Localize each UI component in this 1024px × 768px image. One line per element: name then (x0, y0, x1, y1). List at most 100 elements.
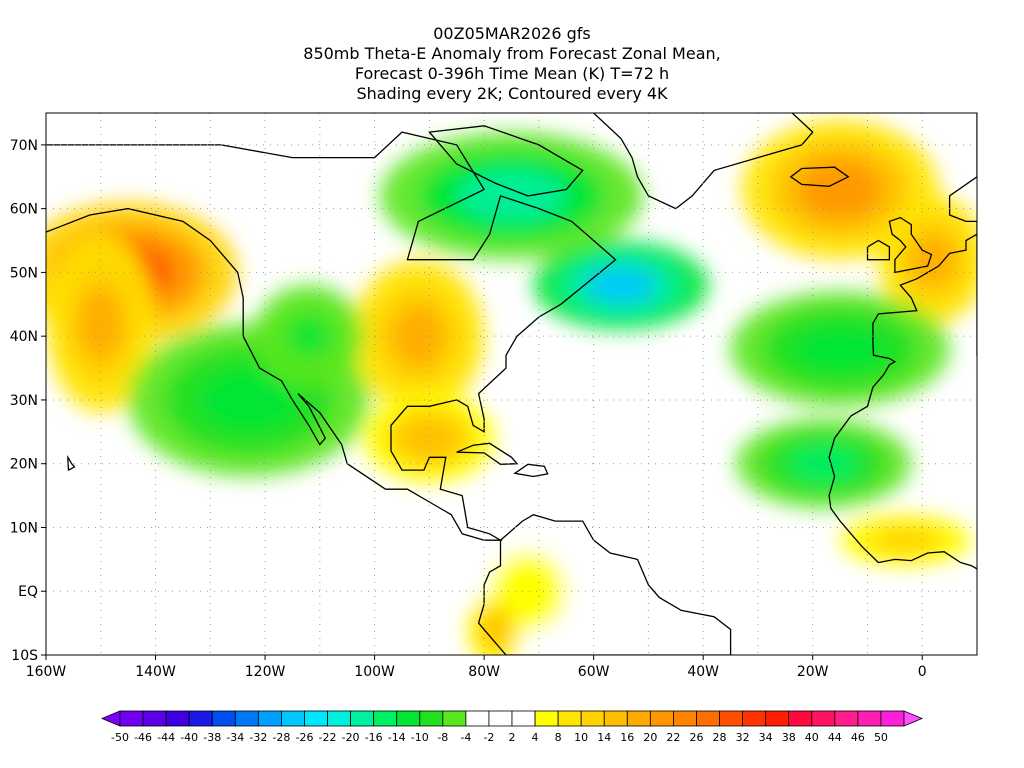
anomaly-shade (285, 314, 332, 358)
title-date-model: 00Z05MAR2026 gfs (433, 24, 591, 43)
colorbar-swatch (142, 710, 167, 727)
hispaniola-coast (513, 463, 549, 478)
title-block: 00Z05MAR2026 gfs 850mb Theta-E Anomaly f… (0, 24, 1024, 104)
anomaly-shade (401, 419, 457, 457)
colorbar-label: 46 (851, 731, 865, 744)
colorbar-label: -22 (319, 731, 337, 744)
latitude-label: 40N (10, 329, 38, 345)
north-america-coast (46, 131, 617, 541)
iceland-coast (789, 166, 850, 187)
colorbar-swatch (350, 710, 375, 727)
colorbar-label: 44 (828, 731, 842, 744)
colorbar-label: 38 (782, 731, 796, 744)
colorbar-swatch (257, 710, 282, 727)
anomaly-shade (198, 367, 300, 433)
plot-frame (45, 112, 978, 656)
longitude-label: 60W (578, 664, 610, 680)
anomaly-shade (910, 232, 957, 287)
colorbar-label: 26 (689, 731, 703, 744)
colorbar-high-arrow (903, 710, 924, 727)
colorbar-swatch (281, 710, 305, 727)
anomaly-eastern-atlantic-cold (730, 291, 950, 407)
colorbar-label: 16 (620, 731, 634, 744)
colorbar-swatch (304, 710, 328, 727)
colorbar-label: 28 (713, 731, 727, 744)
latitude-label: 50N (10, 265, 38, 281)
longitude-label: 80W (468, 664, 500, 680)
europe-africa-coast (828, 113, 977, 570)
longitude-label: 160W (26, 664, 67, 680)
colorbar-low-arrow (100, 710, 121, 727)
anomaly-shade (483, 613, 507, 646)
longitude-label: 20W (797, 664, 829, 680)
anomaly-shade (456, 169, 567, 223)
colorbar-swatch (488, 710, 513, 727)
colorbar-label: -8 (437, 731, 448, 744)
colorbar-swatch (673, 710, 697, 727)
colorbar-swatch (557, 710, 582, 727)
colorbar-swatch (626, 710, 651, 727)
anomaly-south-america-orange (467, 591, 523, 655)
colorbar-label: -38 (203, 731, 221, 744)
longitude-label: 140W (135, 664, 176, 680)
longitude-labels: 160W 140W 120W 100W 80W 60W 40W 20W 0 (26, 655, 927, 680)
latitude-label: 60N (10, 202, 38, 218)
colorbar-swatch (696, 710, 720, 727)
colorbar-label: -4 (460, 731, 471, 744)
anomaly-shade (584, 266, 658, 304)
colorbar-swatch (580, 710, 605, 727)
colorbar-swatch (834, 710, 859, 727)
anomaly-shade (794, 324, 887, 374)
british-isles-coast (888, 216, 933, 274)
colorbar-swatch (765, 710, 790, 727)
colorbar-swatch (119, 710, 144, 727)
colorbar-label: 10 (574, 731, 588, 744)
colorbar-swatch (396, 710, 421, 727)
colorbar-label: 4 (532, 731, 539, 744)
colorbar-label: -46 (134, 731, 152, 744)
cuba-coast (456, 442, 519, 465)
colorbar-label: -20 (342, 731, 360, 744)
colorbar-label: -40 (180, 731, 198, 744)
colorbar-swatch (534, 710, 559, 727)
colorbar-swatch (373, 710, 398, 727)
latitude-labels: 70N 60N 50N 40N 30N 20N 10N EQ 10S (10, 138, 46, 664)
anomaly-shade (798, 160, 882, 219)
anomaly-shade (504, 567, 551, 616)
colorbar-label: 50 (874, 731, 888, 744)
colorbar-label: -10 (411, 731, 429, 744)
longitude-label: 120W (245, 664, 286, 680)
colorbar-swatch (511, 710, 536, 727)
colorbar-swatch (234, 710, 259, 727)
colorbar-swatch (788, 710, 813, 727)
colorbar-swatch (742, 710, 767, 727)
anomaly-shade (878, 529, 934, 551)
anomaly-hudson-bay-cold (380, 132, 643, 260)
colorbar-label: 22 (666, 731, 680, 744)
colorbar-swatch (603, 710, 628, 727)
colorbar-label: -50 (111, 731, 129, 744)
colorbar-label: 14 (597, 731, 611, 744)
colorbar-label: 40 (805, 731, 819, 744)
colorbar-label: 20 (643, 731, 657, 744)
anomaly-labrador-sea-cold (533, 240, 709, 330)
colorbar-label: -14 (388, 731, 406, 744)
baffin-island-coast (428, 125, 584, 197)
colorbar-label: 2 (509, 731, 516, 744)
colorbar-label: -44 (157, 731, 175, 744)
colorbar-swatch (188, 710, 213, 727)
colorbar-swatch (719, 710, 743, 727)
colorbar-label: -32 (249, 731, 267, 744)
colorbar-label: -16 (365, 731, 383, 744)
title-forecast-range: Forecast 0-396h Time Mean (K) T=72 h (354, 64, 670, 83)
ireland-coast (866, 239, 891, 261)
colorbar-swatch (465, 710, 490, 727)
colorbar-swatch (442, 710, 467, 727)
latitude-label: 10S (11, 648, 38, 664)
longitude-label: 40W (687, 664, 719, 680)
latitude-label: EQ (18, 584, 38, 600)
anomaly-shade (390, 304, 447, 369)
colorbar-swatch (327, 710, 351, 727)
anomaly-gulf-mexico-warm (363, 393, 496, 483)
